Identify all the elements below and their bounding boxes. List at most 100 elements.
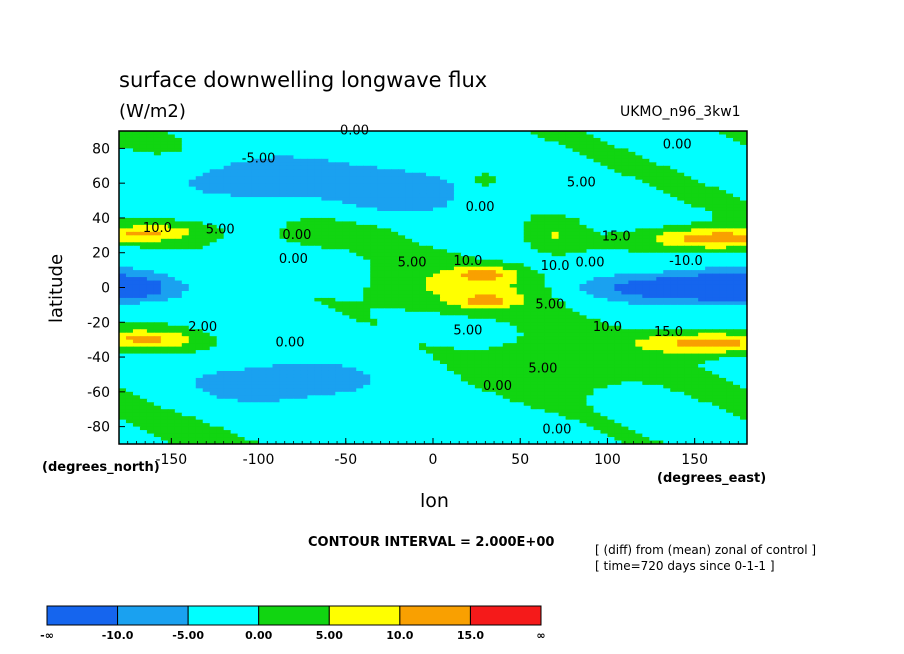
heatmap-cell [398,148,406,153]
heatmap-cell [188,284,197,289]
heatmap-cell [453,214,462,219]
heatmap-cell [621,151,629,156]
heatmap-cell [335,137,343,143]
heatmap-cell [740,217,747,223]
heatmap-cell [691,224,699,229]
heatmap-cell [335,134,343,139]
heatmap-cell [286,249,295,254]
heatmap-cell [691,273,699,278]
heatmap-cell [509,214,518,219]
heatmap-cell [649,204,657,209]
heatmap-cell [726,287,734,292]
heatmap-cell [433,169,441,174]
heatmap-cell [398,238,406,243]
heatmap-cell [446,249,455,254]
heatmap-cell [119,249,127,254]
heatmap-cell [181,273,190,278]
heatmap-cell [412,249,420,254]
heatmap-cell [209,311,218,316]
heatmap-cell [495,287,504,292]
heatmap-cell [125,273,134,278]
heatmap-cell [509,217,518,223]
heatmap-cell [544,141,553,146]
heatmap-cell [551,318,560,323]
heatmap-cell [356,287,364,292]
heatmap-cell [342,259,350,264]
heatmap-cell [537,249,546,254]
heatmap-cell [209,294,218,299]
heatmap-cell [160,169,169,174]
heatmap-cell [719,190,727,195]
heatmap-cell [677,290,685,296]
heatmap-cell [272,287,281,292]
heatmap-cell [160,322,169,327]
heatmap-cell [139,207,148,212]
heatmap-cell [607,315,616,320]
heatmap-cell [502,249,511,254]
heatmap-cell [398,308,406,313]
heatmap-cell [335,165,343,170]
heatmap-cell [628,204,636,209]
heatmap-cell [160,259,169,264]
heatmap-cell [146,158,155,163]
heatmap-cell [391,238,399,243]
heatmap-cell [223,155,232,160]
heatmap-cell [405,252,413,257]
heatmap-cell [551,165,560,170]
heatmap-cell [209,137,218,143]
heatmap-cell [726,200,734,205]
heatmap-cell [258,207,267,212]
heatmap-cell [265,242,274,247]
heatmap-cell [530,263,539,268]
heatmap-cell [460,294,469,299]
heatmap-cell [279,231,288,236]
heatmap-cell [349,245,357,250]
heatmap-cell [167,266,176,271]
heatmap-cell [167,144,176,149]
heatmap-cell [642,176,650,181]
heatmap-cell [167,224,176,229]
heatmap-cell [258,224,267,229]
heatmap-cell [181,308,190,313]
heatmap-cell [251,301,260,306]
heatmap-cell [628,190,636,195]
heatmap-cell [635,141,643,146]
heatmap-cell [258,200,267,205]
heatmap-cell [523,228,532,233]
heatmap-cell [216,231,225,236]
heatmap-cell [656,134,664,139]
heatmap-cell [474,304,483,309]
heatmap-cell [607,172,616,177]
heatmap-cell [509,200,518,205]
heatmap-cell [551,301,560,306]
heatmap-cell [293,249,302,254]
heatmap-cell [174,224,183,229]
heatmap-cell [272,131,281,136]
heatmap-cell [342,249,350,254]
heatmap-cell [670,245,678,250]
heatmap-cell [509,231,518,236]
heatmap-cell [307,235,315,240]
heatmap-cell [677,179,685,184]
heatmap-cell [474,287,483,292]
heatmap-cell [426,148,434,153]
heatmap-cell [460,204,469,209]
heatmap-cell [614,311,622,316]
heatmap-cell [628,221,636,226]
heatmap-cell [656,228,664,233]
heatmap-cell [237,141,246,146]
heatmap-cell [621,200,629,205]
heatmap-cell [209,284,218,289]
heatmap-cell [649,297,657,303]
heatmap-cell [391,183,399,188]
heatmap-cell [363,204,371,209]
heatmap-cell [621,193,629,198]
heatmap-cell [621,214,629,219]
heatmap-cell [621,284,629,289]
heatmap-cell [691,134,699,139]
heatmap-cell [558,162,567,167]
heatmap-cell [635,270,643,275]
heatmap-cell [565,311,574,316]
heatmap-cell [307,169,315,174]
heatmap-cell [384,297,392,303]
